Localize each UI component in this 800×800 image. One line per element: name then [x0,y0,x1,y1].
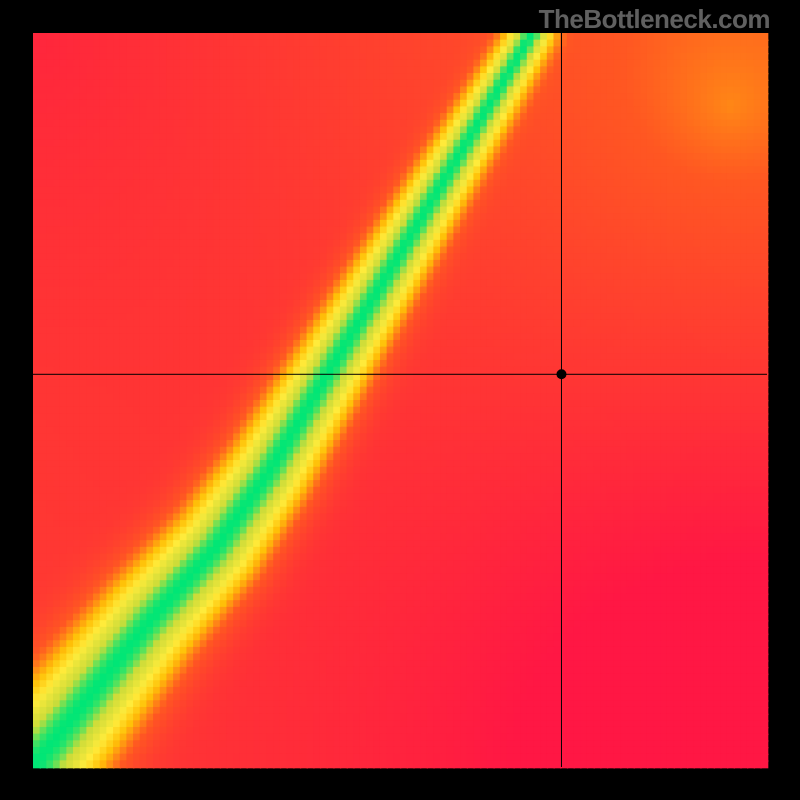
bottleneck-heatmap-canvas [0,0,800,800]
watermark-text: TheBottleneck.com [539,4,770,35]
chart-container: TheBottleneck.com [0,0,800,800]
